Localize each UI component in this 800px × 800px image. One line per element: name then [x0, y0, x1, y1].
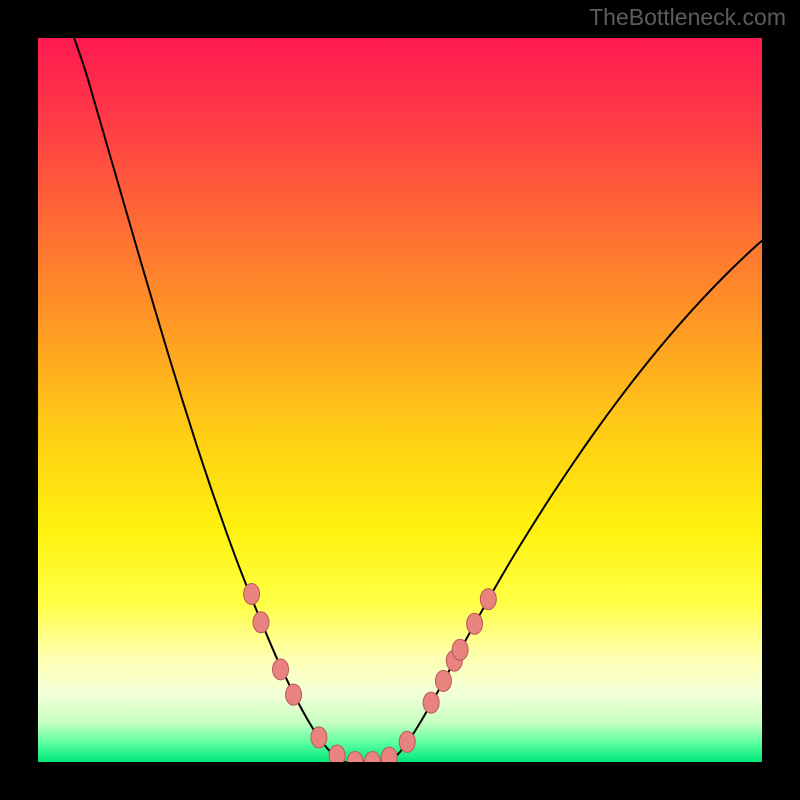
curve-marker [467, 613, 483, 634]
watermark-text: TheBottleneck.com [589, 4, 786, 31]
chart-background-gradient [38, 38, 762, 762]
curve-marker [244, 584, 260, 605]
curve-marker [480, 589, 496, 610]
chart-container: TheBottleneck.com [0, 0, 800, 800]
curve-marker [423, 692, 439, 713]
curve-marker [452, 639, 468, 660]
curve-marker [399, 731, 415, 752]
bottleneck-curve-chart [0, 0, 800, 800]
curve-marker [435, 670, 451, 691]
curve-marker [286, 684, 302, 705]
curve-marker [273, 659, 289, 680]
curve-marker [311, 727, 327, 748]
curve-marker [253, 612, 269, 633]
